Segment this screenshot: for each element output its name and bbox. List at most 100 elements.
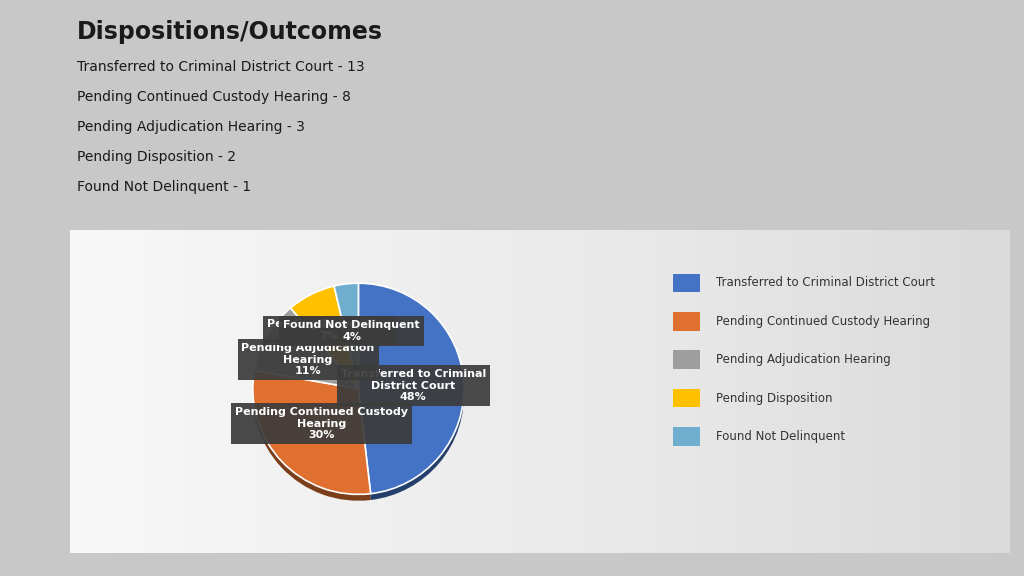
Text: Dispositions/Outcomes: Dispositions/Outcomes (77, 20, 383, 44)
Bar (380, 230, 389, 553)
Bar (220, 230, 229, 553)
Bar (925, 230, 935, 553)
Bar (305, 230, 314, 553)
Bar (859, 230, 868, 553)
Bar (803, 230, 812, 553)
Wedge shape (334, 283, 358, 389)
Bar (718, 230, 728, 553)
Bar (991, 230, 1000, 553)
Bar (239, 230, 248, 553)
Bar (888, 230, 897, 553)
Bar (944, 230, 953, 553)
Bar (342, 230, 351, 553)
Bar (483, 230, 493, 553)
Bar (173, 230, 182, 553)
Bar (276, 230, 286, 553)
Bar (521, 230, 530, 553)
Bar (408, 230, 418, 553)
Bar (728, 230, 737, 553)
Bar (558, 230, 568, 553)
Wedge shape (291, 286, 358, 389)
Text: Pending Adjudication Hearing: Pending Adjudication Hearing (716, 353, 891, 366)
FancyBboxPatch shape (673, 350, 700, 369)
FancyBboxPatch shape (673, 312, 700, 331)
Bar (794, 230, 803, 553)
Bar (229, 230, 239, 553)
Bar (652, 230, 662, 553)
FancyBboxPatch shape (673, 274, 700, 292)
Bar (248, 230, 258, 553)
Bar (182, 230, 191, 553)
Bar (746, 230, 756, 553)
Bar (324, 230, 333, 553)
Bar (605, 230, 614, 553)
Text: Found Not Delinquent: Found Not Delinquent (716, 430, 845, 443)
Bar (389, 230, 398, 553)
Wedge shape (254, 308, 358, 389)
Bar (108, 230, 117, 553)
Bar (436, 230, 445, 553)
Bar (643, 230, 652, 553)
Text: Found Not Delinquent
4%: Found Not Delinquent 4% (284, 320, 420, 342)
Bar (897, 230, 906, 553)
Bar (70, 230, 79, 553)
Bar (79, 230, 88, 553)
FancyBboxPatch shape (673, 389, 700, 407)
Bar (418, 230, 427, 553)
Bar (868, 230, 878, 553)
Bar (164, 230, 173, 553)
Bar (784, 230, 794, 553)
Text: Pending Continued Custody Hearing - 8: Pending Continued Custody Hearing - 8 (77, 90, 350, 104)
Bar (314, 230, 324, 553)
Wedge shape (254, 314, 358, 395)
Text: Pending Continued Custody Hearing: Pending Continued Custody Hearing (716, 315, 930, 328)
Bar (267, 230, 276, 553)
Bar (351, 230, 361, 553)
Bar (812, 230, 821, 553)
Bar (690, 230, 699, 553)
Bar (530, 230, 540, 553)
Bar (756, 230, 765, 553)
Bar (445, 230, 455, 553)
Bar (578, 230, 587, 553)
Bar (98, 230, 108, 553)
Bar (427, 230, 436, 553)
Bar (191, 230, 202, 553)
Bar (709, 230, 718, 553)
Bar (493, 230, 502, 553)
Bar (286, 230, 295, 553)
Text: Found Not Delinquent - 1: Found Not Delinquent - 1 (77, 180, 251, 194)
Text: Pending Disposition: Pending Disposition (716, 392, 833, 404)
FancyBboxPatch shape (673, 427, 700, 446)
Bar (398, 230, 408, 553)
Bar (821, 230, 831, 553)
Bar (135, 230, 144, 553)
Bar (850, 230, 859, 553)
Bar (474, 230, 483, 553)
Bar (831, 230, 841, 553)
Wedge shape (358, 290, 464, 500)
Text: Transferred to Criminal District Court - 13: Transferred to Criminal District Court -… (77, 60, 365, 74)
Wedge shape (253, 377, 371, 501)
Bar (737, 230, 746, 553)
Bar (614, 230, 625, 553)
Bar (981, 230, 991, 553)
Bar (117, 230, 126, 553)
Bar (371, 230, 380, 553)
Bar (540, 230, 549, 553)
Bar (361, 230, 371, 553)
Text: Pending Adjudication Hearing - 3: Pending Adjudication Hearing - 3 (77, 120, 305, 134)
Bar (681, 230, 690, 553)
Bar (587, 230, 596, 553)
Bar (211, 230, 220, 553)
Bar (126, 230, 135, 553)
Bar (906, 230, 915, 553)
Text: Transferred to Criminal
District Court
48%: Transferred to Criminal District Court 4… (341, 369, 485, 402)
Text: Pending Disposition
7%: Pending Disposition 7% (266, 320, 391, 341)
Bar (953, 230, 963, 553)
Wedge shape (253, 370, 371, 494)
Bar (774, 230, 784, 553)
Bar (568, 230, 578, 553)
Bar (88, 230, 98, 553)
Bar (662, 230, 672, 553)
